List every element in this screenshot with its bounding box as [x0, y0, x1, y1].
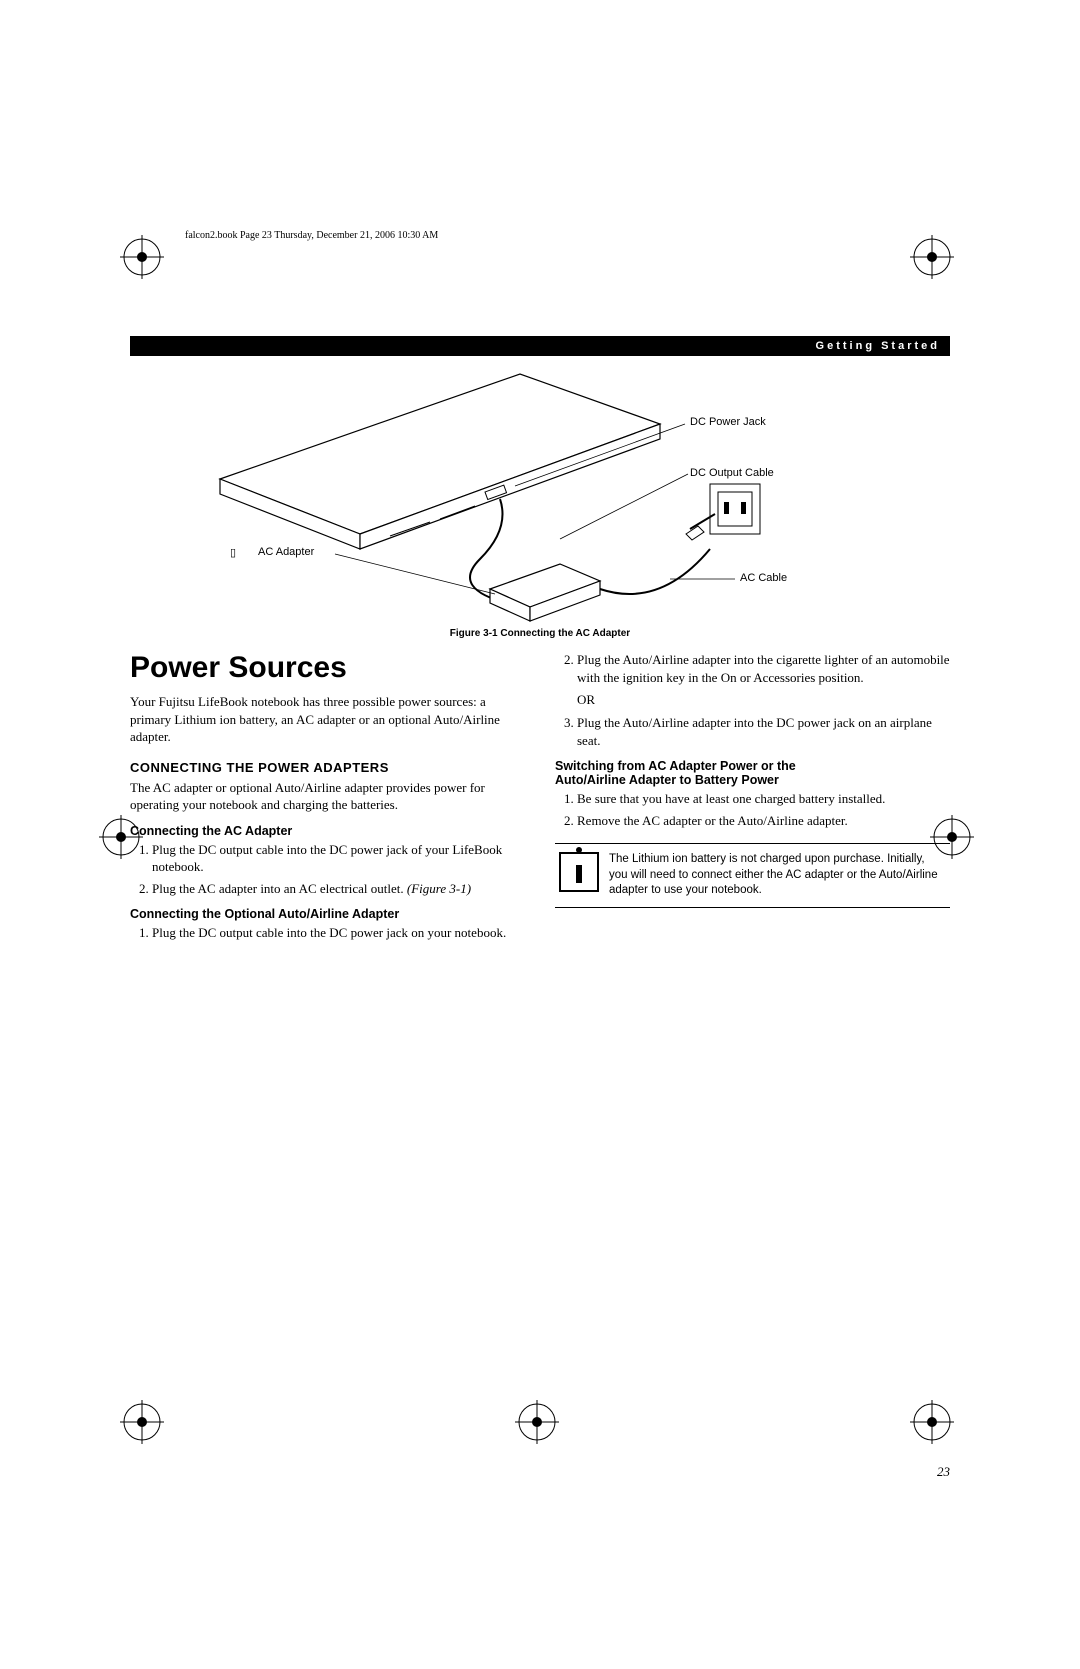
page-content: falcon2.book Page 23 Thursday, December … — [130, 230, 950, 1430]
info-icon — [559, 852, 599, 892]
header-meta: falcon2.book Page 23 Thursday, December … — [185, 230, 950, 241]
label-dc-output-cable: DC Output Cable — [690, 467, 774, 479]
auto-steps-list-start: Plug the DC output cable into the DC pow… — [130, 924, 525, 942]
label-ac-adapter: AC Adapter — [258, 546, 314, 558]
body-columns: Power Sources Your Fujitsu LifeBook note… — [130, 651, 950, 946]
list-item: Plug the AC adapter into an AC electrica… — [152, 880, 525, 898]
figure-caption: Figure 3-1 Connecting the AC Adapter — [130, 628, 950, 639]
intro-paragraph: Your Fujitsu LifeBook notebook has three… — [130, 693, 525, 746]
label-dc-power-jack: DC Power Jack — [690, 416, 766, 428]
page-title: Power Sources — [130, 651, 525, 685]
h3-switching-line1: Switching from AC Adapter Power or the — [555, 759, 950, 773]
left-column: Power Sources Your Fujitsu LifeBook note… — [130, 651, 525, 946]
page-number: 23 — [937, 1464, 950, 1480]
placeholder-glyph: ▯ — [230, 546, 236, 559]
list-item: Remove the AC adapter or the Auto/Airlin… — [577, 812, 950, 830]
h3-switching-line2: Auto/Airline Adapter to Battery Power — [555, 773, 950, 787]
list-item: Be sure that you have at least one charg… — [577, 790, 950, 808]
h3-connecting-ac: Connecting the AC Adapter — [130, 824, 525, 838]
info-note-box: The Lithium ion battery is not charged u… — [555, 843, 950, 908]
list-item: Plug the DC output cable into the DC pow… — [152, 841, 525, 876]
list-item: Plug the DC output cable into the DC pow… — [152, 924, 525, 942]
ac-steps-list: Plug the DC output cable into the DC pow… — [130, 841, 525, 898]
label-ac-cable: AC Cable — [740, 572, 787, 584]
note-text: The Lithium ion battery is not charged u… — [609, 852, 946, 899]
figure-diagram: ▯ DC Power Jack DC Output Cable AC Adapt… — [130, 364, 950, 624]
right-column: Plug the Auto/Airline adapter into the c… — [555, 651, 950, 946]
h2-connecting-adapters: CONNECTING THE POWER ADAPTERS — [130, 760, 525, 775]
connecting-intro: The AC adapter or optional Auto/Airline … — [130, 779, 525, 814]
figure-reference: (Figure 3-1) — [407, 881, 471, 896]
or-separator: OR — [577, 692, 950, 708]
h3-connecting-auto-airline: Connecting the Optional Auto/Airline Ada… — [130, 907, 525, 921]
ac-adapter-diagram-svg — [130, 364, 950, 624]
auto-steps-list-cont: Plug the Auto/Airline adapter into the c… — [555, 651, 950, 686]
list-item: Plug the Auto/Airline adapter into the D… — [577, 714, 950, 749]
auto-steps-list-alt: Plug the Auto/Airline adapter into the D… — [555, 714, 950, 749]
section-header-bar: Getting Started — [130, 336, 950, 356]
switch-steps-list: Be sure that you have at least one charg… — [555, 790, 950, 829]
list-item: Plug the Auto/Airline adapter into the c… — [577, 651, 950, 686]
step-text: Plug the AC adapter into an AC electrica… — [152, 881, 404, 896]
